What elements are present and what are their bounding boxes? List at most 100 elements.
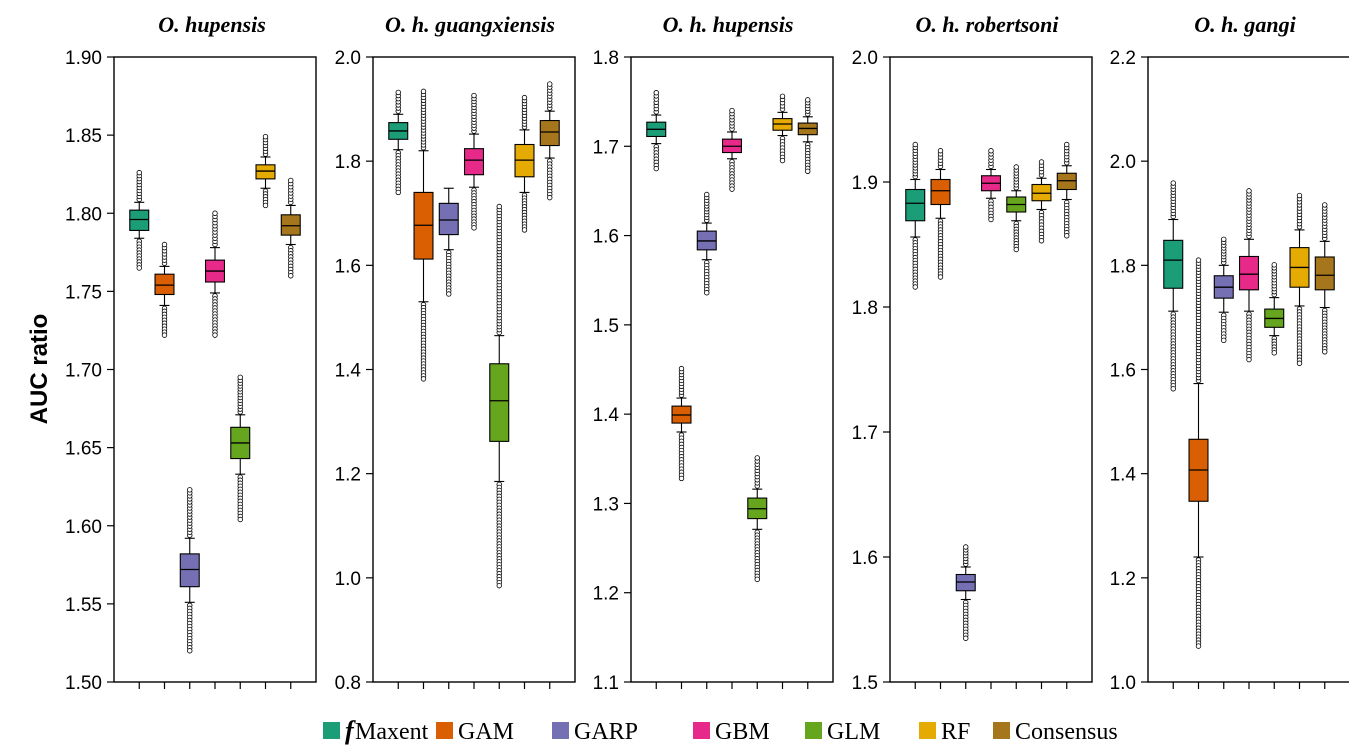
y-tick-label: 1.2 [335, 465, 361, 486]
outlier-point [161, 241, 168, 248]
legend-item: GARP [552, 719, 638, 745]
outlier-point [779, 93, 786, 99]
box-consensus [797, 97, 818, 174]
legend-item: GBM [693, 719, 770, 745]
iqr-box [463, 148, 485, 176]
y-tick-label: 2.0 [1110, 152, 1136, 173]
box-consensus [1056, 141, 1077, 239]
outlier-point [521, 227, 528, 233]
box-consensus [539, 81, 560, 201]
y-tick-label: 1.80 [65, 204, 102, 225]
y-tick-label: 1.60 [65, 517, 102, 538]
box-glm [1006, 164, 1027, 253]
legend-prefix: f [345, 716, 356, 745]
iqr-box [1314, 256, 1335, 291]
outlier-point [288, 177, 294, 184]
y-tick-label: 1.55 [65, 595, 102, 616]
outlier-point [212, 210, 218, 216]
legend-label: GAM [458, 719, 514, 745]
legend-swatch [993, 722, 1010, 739]
y-tick-label: 1.6 [1110, 361, 1136, 382]
y-tick-label: 1.8 [335, 152, 361, 173]
box-maxent [388, 89, 409, 196]
outlier-point [288, 273, 294, 279]
outlier-point [729, 107, 735, 114]
outlier-point [212, 332, 218, 338]
legend-item: f Maxent [323, 716, 429, 745]
box-maxent [129, 169, 150, 271]
outlier-point [1322, 349, 1328, 355]
y-tick-label: 1.4 [1110, 465, 1137, 486]
legend-swatch [805, 722, 822, 739]
panels: O. hupensis 1.50 1.55 1.60 1.65 1.70 1.75 1.80 1… [65, 12, 1349, 694]
outlier-point [1038, 159, 1045, 165]
panel: O. h. guangxiensis 0.8 1.0 1.2 1.4 1.6 1.8 2.0 [335, 12, 576, 694]
outlier-point [237, 374, 243, 381]
legend-swatch [919, 722, 936, 739]
outlier-point [395, 189, 401, 196]
outlier-point [1221, 236, 1227, 242]
outlier-point [237, 516, 243, 523]
y-tick-label: 1.6 [852, 548, 878, 569]
outlier-point [754, 455, 760, 461]
outlier-point [678, 365, 685, 372]
outlier-point [912, 141, 918, 148]
panel: O. h. hupensis 1.1 1.2 1.3 1.4 1.5 1.6 1.7 1.8 [593, 12, 834, 694]
iqr-box [179, 553, 200, 588]
outlier-point [704, 191, 710, 198]
legend-item: RF [919, 719, 970, 745]
box-gam [671, 365, 692, 482]
panel: O. h. gangi 1.0 1.2 1.4 1.6 1.8 2.0 2.2 [1110, 12, 1349, 694]
outlier-point [988, 216, 994, 223]
outlier-point [988, 148, 994, 154]
outlier-point [1013, 246, 1019, 253]
plot-frame [113, 56, 317, 683]
outlier-point [1271, 350, 1277, 356]
legend-item: Consensus [993, 719, 1118, 745]
y-tick-label: 1.4 [593, 405, 620, 426]
outlier-point [496, 582, 502, 589]
y-tick-label: 1.9 [852, 173, 878, 194]
outlier-point [937, 148, 944, 154]
box-glm [230, 374, 251, 523]
iqr-box [930, 178, 951, 206]
outlier-point [805, 97, 811, 103]
outlier-point [1170, 386, 1176, 392]
legend-swatch [323, 722, 340, 739]
panel-title: O. h. robertsoni [915, 12, 1059, 37]
panel-title: O. h. hupensis [663, 12, 794, 37]
outlier-point [471, 225, 477, 231]
outlier-point [1221, 337, 1227, 344]
box-garp [179, 487, 200, 654]
y-tick-label: 1.8 [1110, 256, 1136, 277]
box-gam [930, 148, 951, 280]
y-tick-label: 1.5 [852, 673, 878, 694]
box-garp [955, 544, 976, 641]
y-tick-label: 1.8 [852, 298, 878, 319]
y-tick-label: 1.2 [593, 584, 619, 605]
outlier-point [1322, 202, 1328, 208]
outlier-point [547, 194, 553, 201]
box-rf [1289, 192, 1310, 366]
box-gbm [980, 148, 1002, 223]
outlier-point [779, 157, 786, 164]
outlier-point [937, 274, 944, 280]
legend-swatch [436, 722, 453, 739]
box-glm [1264, 262, 1285, 356]
legend-swatch [552, 722, 569, 739]
box-rf [1031, 159, 1052, 244]
legend-label: Consensus [1015, 719, 1118, 745]
outlier-point [395, 89, 401, 96]
box-garp [438, 187, 459, 297]
box-gam [413, 88, 434, 382]
box-rf [255, 133, 276, 209]
y-tick-label: 1.1 [593, 673, 619, 694]
outlier-point [1296, 192, 1303, 199]
outlier-point [471, 92, 477, 99]
outlier-point [420, 376, 427, 382]
y-tick-label: 2.2 [1110, 48, 1136, 69]
outlier-point [1195, 257, 1202, 263]
y-tick-label: 1.5 [593, 316, 619, 337]
box-garp [696, 191, 717, 296]
